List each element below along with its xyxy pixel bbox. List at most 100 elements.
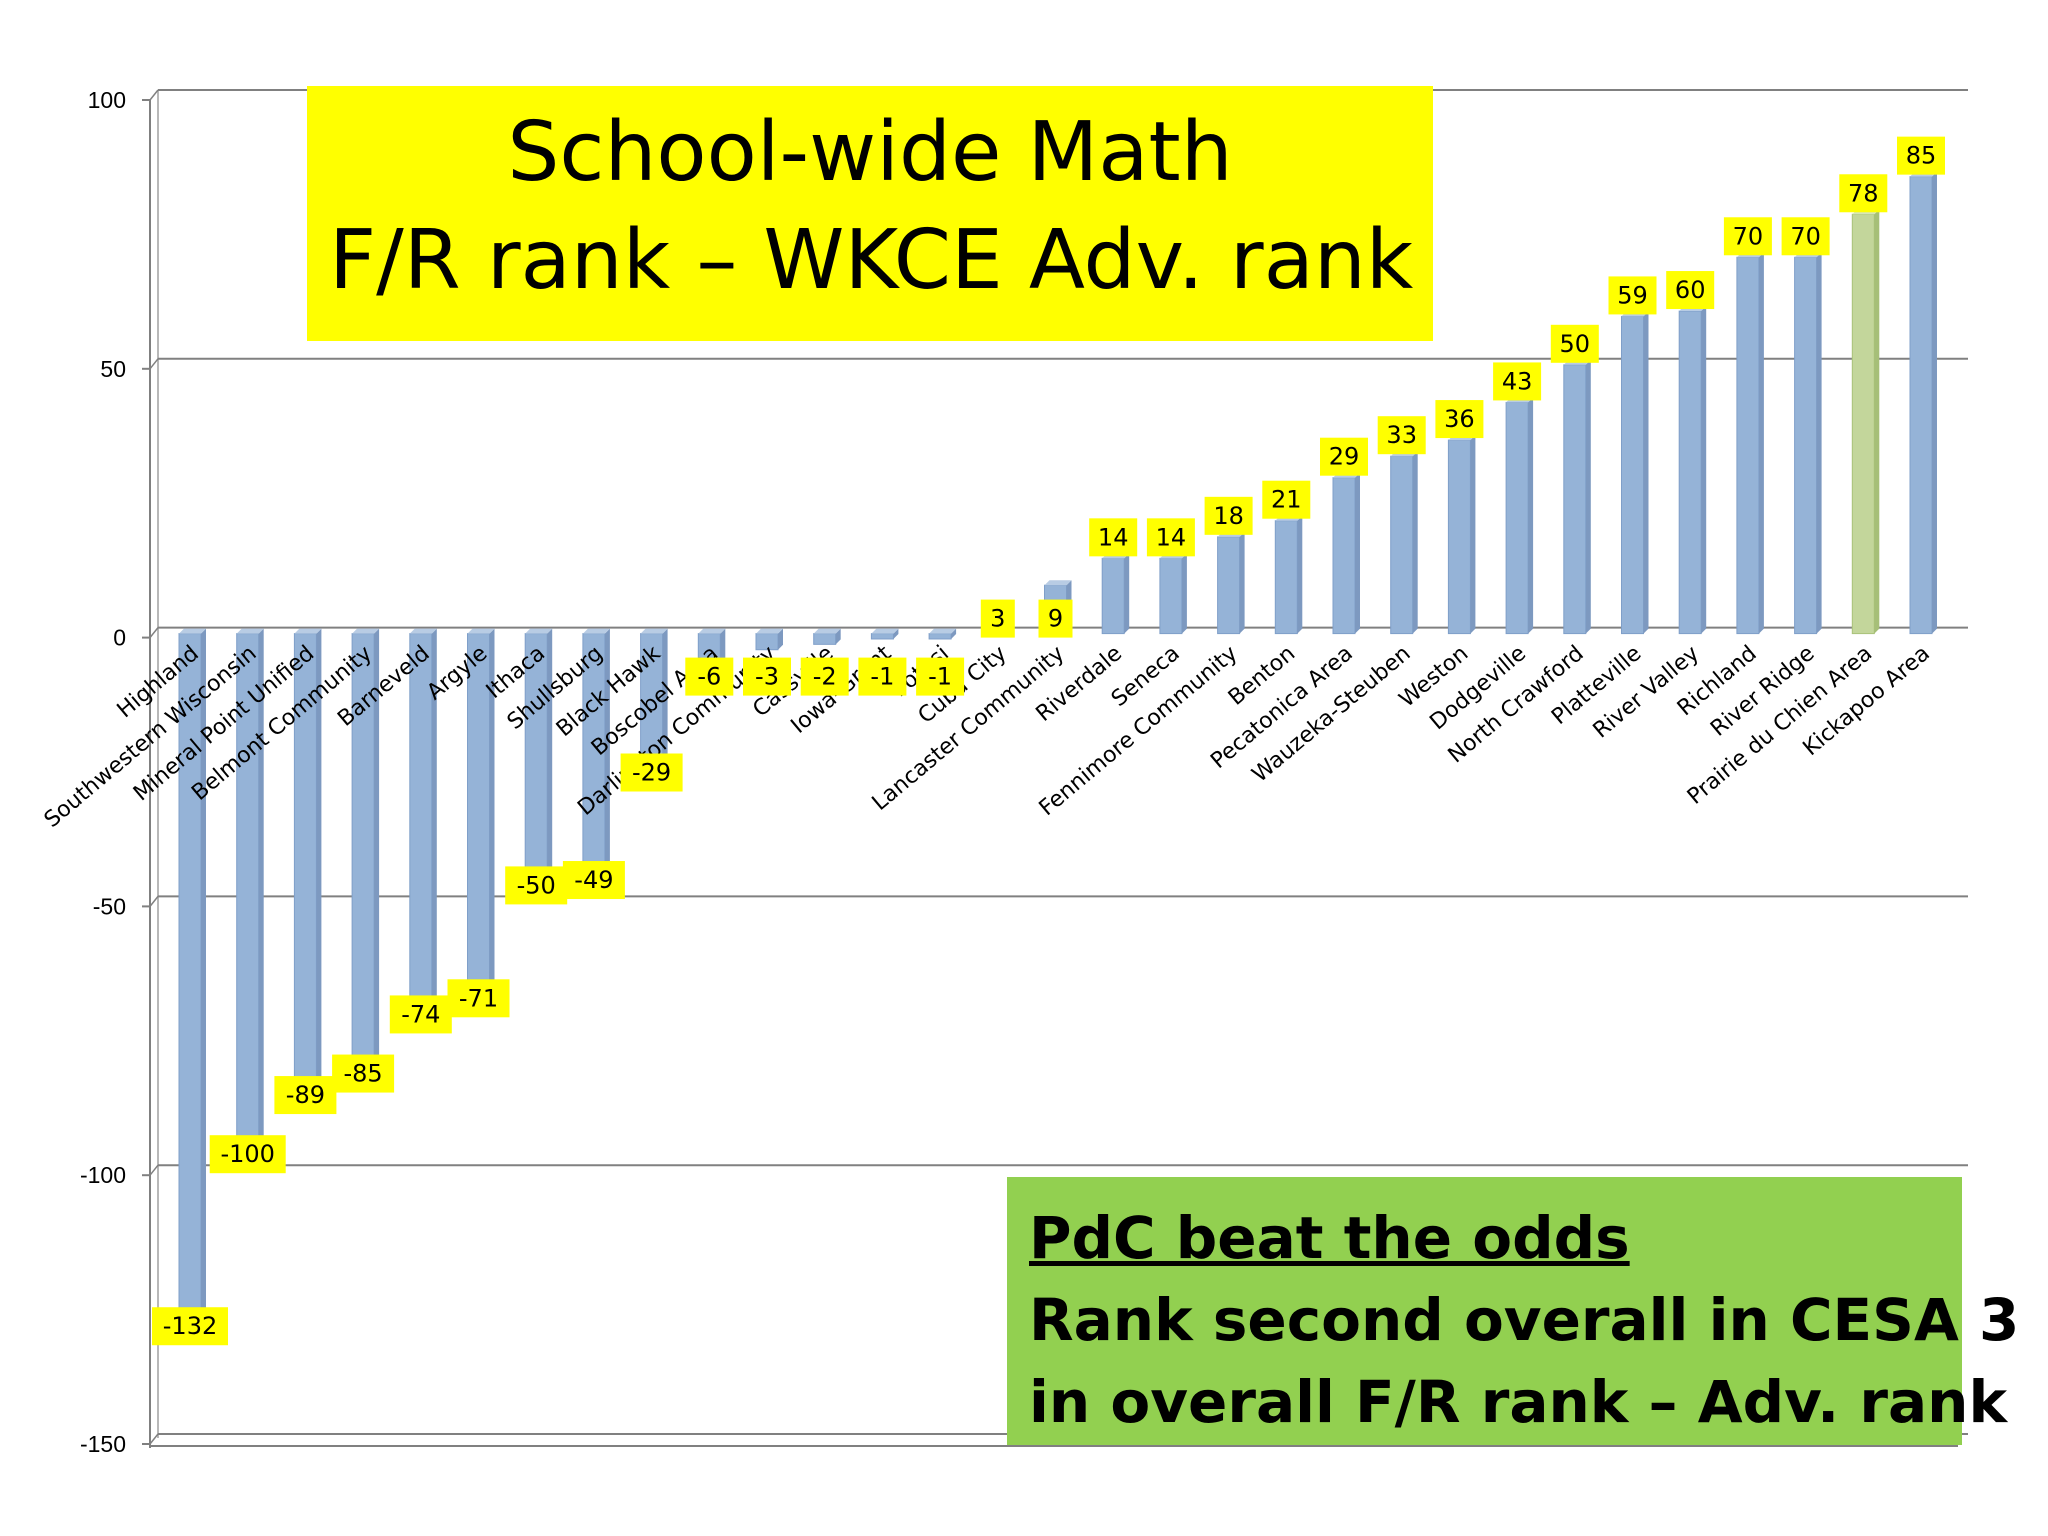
y-tick-label: 50 [100, 356, 126, 382]
bar-side [1816, 252, 1822, 634]
data-label-bg [743, 657, 791, 696]
gridline-floor-edge [149, 627, 159, 639]
bar-top [698, 628, 726, 634]
data-label: -132 [152, 1307, 228, 1346]
data-label: 85 [1897, 136, 1945, 175]
data-label-text: 43 [1502, 367, 1533, 395]
bar-top [409, 628, 437, 634]
bar-riverdale [1101, 557, 1125, 635]
data-label: 70 [1723, 217, 1772, 256]
data-label-text: 14 [1156, 523, 1187, 551]
data-label-bg [274, 1076, 337, 1115]
gridline-floor-edge [149, 89, 159, 101]
data-label: 36 [1435, 400, 1484, 439]
y-tick-label: 0 [113, 625, 126, 651]
y-tick-label: -100 [80, 1162, 126, 1188]
bar-top [525, 628, 553, 634]
bar-iowa-grant [870, 633, 894, 640]
data-label-bg [447, 979, 510, 1018]
bar-side [835, 628, 841, 645]
chart-title: School-wide Math [507, 105, 1233, 200]
data-label-bg [332, 1054, 395, 1093]
data-label-text: 60 [1675, 276, 1706, 304]
bar-side [1124, 553, 1130, 634]
data-label-text: 14 [1098, 523, 1129, 551]
data-label-bg [620, 753, 683, 792]
bar-side [1470, 435, 1476, 634]
data-label: 60 [1666, 271, 1715, 310]
data-label: 50 [1550, 324, 1599, 363]
chart-title-box: School-wide Math F/R rank – WKCE Adv. ra… [307, 86, 1433, 341]
data-label: -2 [800, 657, 849, 696]
bar-top [236, 628, 264, 634]
data-label-text: -3 [755, 663, 779, 691]
data-label-text: 9 [1048, 605, 1063, 633]
data-label-text: -1 [928, 663, 952, 691]
data-label-text: 3 [990, 605, 1005, 633]
data-label-bg [209, 1135, 286, 1174]
data-label-bg [1146, 518, 1195, 557]
bar-top [640, 628, 668, 634]
bar-side [1932, 171, 1937, 634]
data-label-bg [1089, 518, 1138, 557]
bar-side [1643, 311, 1649, 634]
data-label-bg [685, 657, 734, 696]
data-label-text: -6 [697, 663, 721, 691]
data-label-text: -85 [343, 1060, 382, 1088]
data-label-text: 29 [1329, 443, 1360, 471]
data-label-text: 78 [1848, 179, 1879, 207]
data-label-text: -89 [286, 1081, 325, 1109]
bar-dodgeville [1505, 401, 1529, 635]
bar-prairie-du-chien-area [1851, 213, 1875, 635]
bar-side [1758, 252, 1764, 634]
data-label: -29 [620, 753, 683, 792]
data-label-bg [980, 599, 1015, 638]
bar-top [467, 628, 495, 634]
data-label-text: -74 [401, 1000, 440, 1028]
data-label-bg [1038, 599, 1073, 638]
data-label-text: 59 [1617, 281, 1648, 309]
bar-side [893, 628, 899, 639]
chart-subtitle: F/R rank – WKCE Adv. rank [329, 213, 1414, 308]
data-label-bg [1320, 437, 1368, 476]
bar-top [813, 628, 841, 634]
y-tick-label: -50 [93, 893, 126, 919]
bar-benton [1274, 520, 1298, 635]
bar-side [547, 628, 553, 903]
data-label-text: -50 [517, 871, 556, 899]
bar-side [662, 628, 668, 790]
bar-top [929, 628, 957, 634]
data-label: 14 [1146, 518, 1195, 557]
annotation-heading: PdC beat the odds [1029, 1204, 1630, 1272]
bar-side [1701, 306, 1707, 634]
bar-top [1044, 580, 1072, 586]
data-label-text: 85 [1906, 142, 1937, 170]
bar-side [1412, 451, 1418, 634]
bar-side [374, 628, 380, 1091]
data-label-text: 70 [1790, 222, 1821, 250]
bar-top [756, 628, 783, 634]
data-label-bg [1493, 362, 1542, 401]
data-label-text: 33 [1386, 421, 1417, 449]
data-label-bg [1897, 136, 1945, 175]
data-label: 78 [1839, 174, 1888, 213]
bar-side [1355, 472, 1360, 634]
bar-side [604, 628, 610, 898]
data-label-bg [1666, 271, 1715, 310]
data-label-bg [916, 657, 965, 696]
annotation-box: PdC beat the odds Rank second overall in… [1007, 1177, 2020, 1445]
data-label: -85 [332, 1054, 395, 1093]
bar-top [352, 628, 380, 634]
data-label-text: 36 [1444, 405, 1475, 433]
data-label-bg [505, 866, 568, 905]
data-label-bg [800, 657, 849, 696]
bar-side [316, 628, 322, 1113]
data-label-bg [858, 657, 907, 696]
y-tick-label: 100 [88, 87, 126, 113]
bar-cassville [813, 633, 837, 645]
data-label: -74 [389, 995, 452, 1034]
bar-wauzeka-steuben [1390, 455, 1414, 635]
bar-side [1874, 209, 1880, 634]
data-label-text: -100 [220, 1140, 274, 1168]
annotation-line-2: Rank second overall in CESA 3 [1029, 1286, 2020, 1354]
